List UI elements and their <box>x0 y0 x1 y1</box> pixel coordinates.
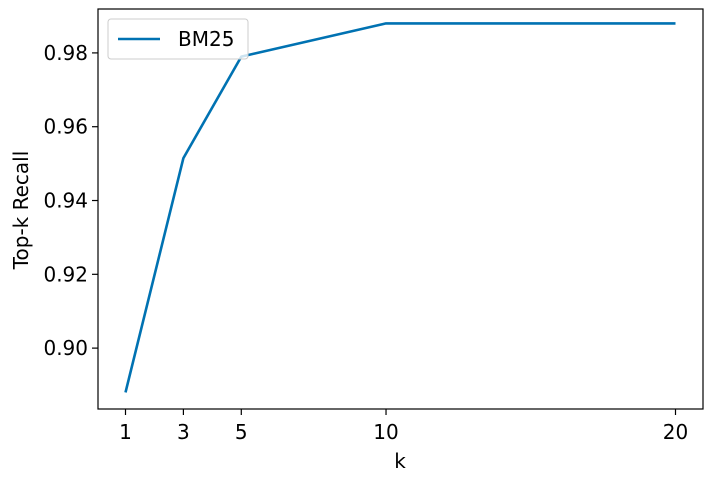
plot-area <box>124 22 676 393</box>
x-tick-label: 1 <box>119 420 132 444</box>
x-tick-label: 10 <box>373 420 398 444</box>
y-tick-label: 0.98 <box>43 41 88 65</box>
x-tick-label: 5 <box>235 420 248 444</box>
x-axis-label: k <box>394 449 406 473</box>
y-axis-label: Top-k Recall <box>9 151 33 271</box>
legend-box <box>107 18 249 60</box>
x-tick-label: 3 <box>177 420 190 444</box>
y-axis: 0.90 0.92 0.94 0.96 0.98 <box>43 41 98 360</box>
y-tick-label: 0.96 <box>43 115 88 139</box>
y-tick-label: 0.94 <box>43 189 88 213</box>
axes-frame <box>97 8 704 410</box>
y-tick-label: 0.92 <box>43 262 88 286</box>
x-axis: 1 3 5 10 20 <box>119 409 688 444</box>
series-line-bm25 <box>124 22 676 393</box>
y-tick-label: 0.90 <box>43 336 88 360</box>
legend-label-bm25: BM25 <box>178 27 234 51</box>
legend: BM25 <box>107 18 249 60</box>
x-tick-label: 20 <box>663 420 688 444</box>
